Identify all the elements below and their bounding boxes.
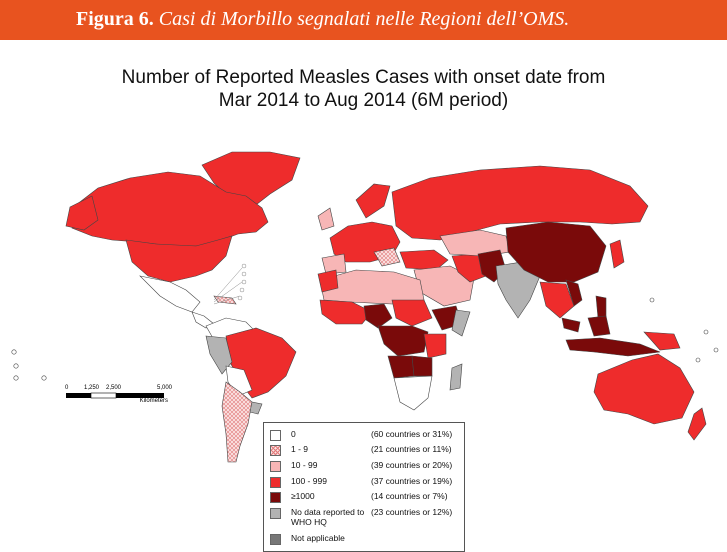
region-madagascar — [449, 363, 463, 391]
region-iberia — [321, 253, 347, 275]
scale-tick-1250: 1,250 — [84, 385, 100, 391]
figure-caption: Figura 6. Casi di Morbillo segnalati nel… — [76, 8, 569, 31]
legend-label: 0 — [291, 429, 296, 439]
region-papua — [643, 331, 681, 351]
region-scandinavia — [355, 183, 391, 219]
scale-tick-0: 0 — [65, 385, 69, 391]
region-borneo — [587, 315, 611, 337]
region-argentina — [221, 381, 253, 463]
legend-swatch — [270, 461, 281, 472]
region-west-africa — [319, 299, 373, 325]
region-uk — [317, 207, 335, 231]
legend-swatch — [270, 477, 281, 488]
region-southeast-asia — [539, 281, 575, 319]
legend-label: Not applicable — [291, 533, 345, 543]
legend-swatch — [270, 534, 281, 545]
region-australia — [593, 353, 695, 425]
map-legend: 0 (60 countries or 31%) 1 - 9 (21 countr… — [263, 422, 465, 552]
region-new-zealand — [687, 407, 707, 441]
callout-marker — [241, 271, 247, 277]
island-marker — [11, 349, 17, 355]
callout-line — [213, 281, 243, 303]
region-philippines — [595, 295, 607, 319]
callout-marker — [241, 263, 247, 269]
legend-label: No data reported to WHO HQ — [291, 507, 365, 527]
map-title-line-1: Number of Reported Measles Cases with on… — [121, 67, 606, 88]
world-map — [11, 151, 719, 463]
scale-segment — [90, 392, 117, 399]
island-marker — [695, 357, 701, 363]
region-canada — [71, 171, 269, 247]
callout-marker — [239, 287, 245, 293]
region-mexico — [139, 275, 201, 313]
scale-bar-graphic: 0 1,250 2,500 5,000 Kilometers — [65, 385, 173, 404]
region-turkey — [399, 249, 449, 271]
callout-line — [213, 267, 243, 301]
legend-label: 1 - 9 — [291, 444, 309, 454]
scale-bar: 0 1,250 2,500 5,000 Kilometers — [64, 383, 174, 407]
region-zambia — [411, 355, 433, 377]
region-nigeria — [363, 303, 393, 329]
legend-count: (23 countries or 12%) — [371, 507, 453, 517]
scale-segment — [66, 393, 91, 398]
region-balkans — [373, 247, 401, 267]
region-japan — [609, 239, 625, 269]
region-southern-africa — [393, 375, 433, 411]
figure-banner: Figura 6. Casi di Morbillo segnalati nel… — [0, 0, 727, 40]
region-china — [505, 221, 607, 283]
legend-swatch — [270, 492, 281, 503]
region-uruguay — [249, 401, 263, 415]
legend-count: (21 countries or 11%) — [371, 444, 452, 454]
legend-count: (39 countries or 20%) — [371, 460, 453, 470]
region-bolivia — [225, 365, 253, 397]
legend-swatch — [270, 508, 281, 519]
region-vietnam — [565, 279, 583, 307]
map-title-line-2: Mar 2014 to Aug 2014 (6M period) — [218, 90, 509, 111]
region-morocco — [317, 269, 339, 293]
island-marker — [13, 375, 19, 381]
region-angola — [387, 355, 415, 379]
legend-label: 10 - 99 — [291, 460, 318, 470]
legend-count: (37 countries or 19%) — [371, 476, 453, 486]
region-alaska — [65, 195, 99, 231]
scale-tick-5000: 5,000 — [157, 385, 173, 391]
island-marker — [649, 297, 655, 303]
scale-tick-2500: 2,500 — [106, 385, 122, 391]
region-sudan — [391, 299, 433, 327]
island-marker — [703, 329, 709, 335]
scale-unit: Kilometers — [140, 398, 168, 404]
callout-line — [213, 295, 241, 305]
region-russia — [391, 165, 649, 241]
scale-segment — [116, 393, 164, 398]
map-title: Number of Reported Measles Cases with on… — [0, 66, 727, 112]
region-malaysia — [561, 317, 581, 333]
region-indonesia — [565, 337, 661, 357]
region-east-africa — [423, 333, 447, 359]
region-somalia — [451, 309, 471, 337]
callout-marker — [237, 295, 243, 301]
island-marker — [713, 347, 719, 353]
region-central-africa — [377, 325, 429, 357]
figure-label: Figura 6. — [76, 8, 154, 30]
island-marker — [41, 375, 47, 381]
island-marker — [13, 363, 19, 369]
legend-swatch — [270, 445, 281, 456]
legend-label: ≥1000 — [291, 491, 315, 501]
legend-swatch — [270, 430, 281, 441]
figure-caption-text: Casi di Morbillo segnalati nelle Regioni… — [158, 8, 570, 30]
callout-marker — [241, 279, 247, 285]
legend-label: 100 - 999 — [291, 476, 327, 486]
legend-count: (14 countries or 7%) — [371, 491, 448, 501]
region-usa — [125, 235, 233, 283]
legend-count: (60 countries or 31%) — [371, 429, 453, 439]
